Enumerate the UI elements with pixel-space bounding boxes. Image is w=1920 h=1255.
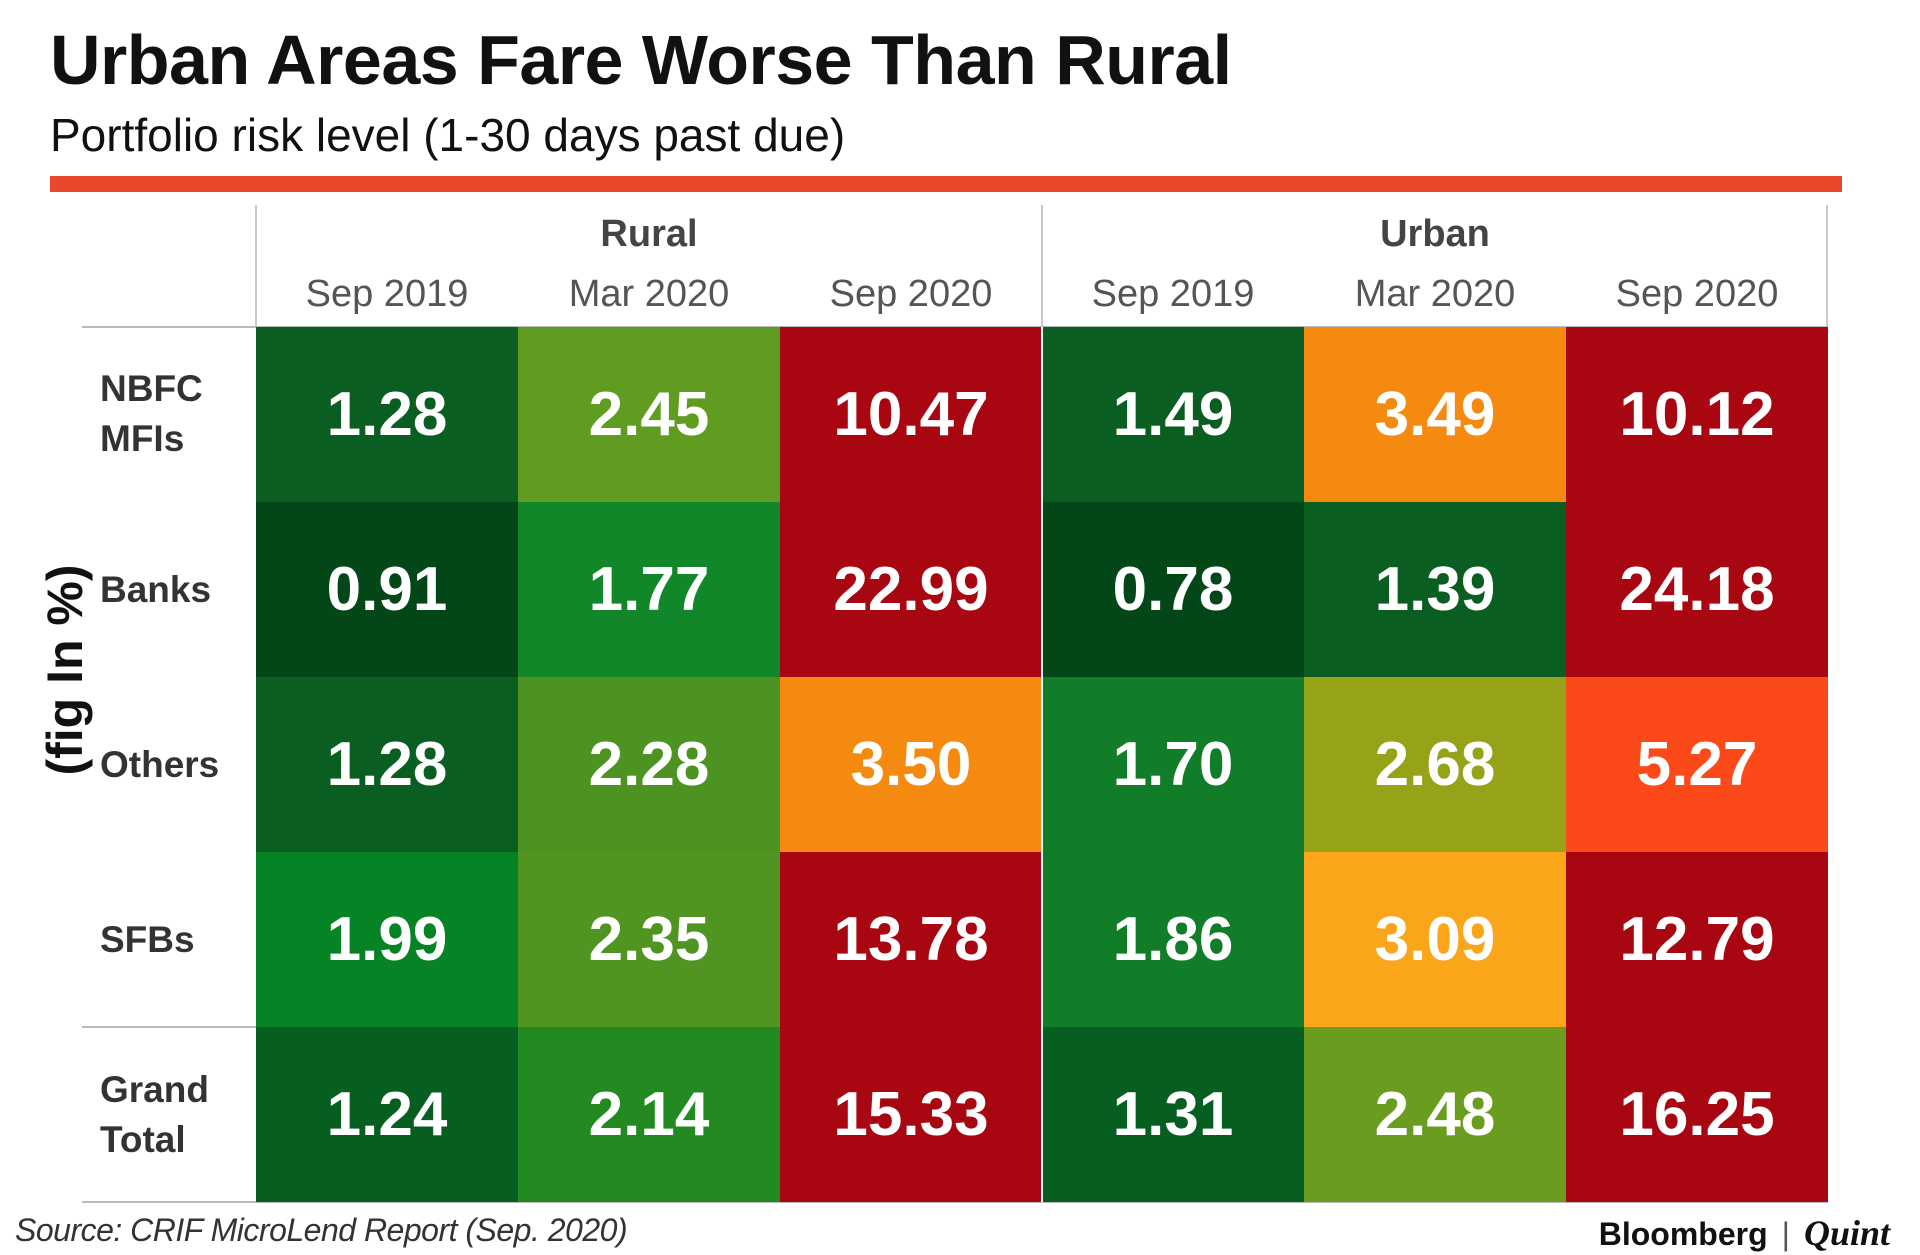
grand-total-top-rule (82, 1026, 256, 1028)
title-underline (50, 176, 1842, 192)
cell-grand-total-urban-sep-2020: 16.25 (1566, 1027, 1828, 1202)
cell-nbfc-mfis-urban-sep-2020: 10.12 (1566, 327, 1828, 502)
cell-others-rural-mar-2020: 2.28 (518, 677, 780, 852)
cell-grand-total-urban-sep-2019: 1.31 (1042, 1027, 1304, 1202)
cell-sfbs-rural-sep-2020: 13.78 (780, 852, 1042, 1027)
column-label-urban-mar-2020: Mar 2020 (1354, 273, 1516, 315)
group-label-rural: Rural (600, 213, 698, 255)
cell-nbfc-mfis-rural-sep-2020: 10.47 (780, 327, 1042, 502)
chart-title: Urban Areas Fare Worse Than Rural (50, 21, 1232, 99)
logo-separator: | (1781, 1216, 1790, 1252)
cell-grand-total-urban-mar-2020: 2.48 (1304, 1027, 1566, 1202)
header-divider-right (1826, 205, 1828, 327)
unit-axis-label: (fig In %) (37, 564, 93, 776)
cell-banks-urban-sep-2019: 0.78 (1042, 502, 1304, 677)
column-label-urban-sep-2019: Sep 2019 (1091, 273, 1255, 315)
cell-banks-rural-sep-2020: 22.99 (780, 502, 1042, 677)
cell-sfbs-rural-mar-2020: 2.35 (518, 852, 780, 1027)
cell-grand-total-rural-sep-2019: 1.24 (256, 1027, 518, 1202)
logo-suffix: Quint (1803, 1213, 1890, 1253)
header-divider-middle (1041, 205, 1043, 327)
cell-others-urban-sep-2019: 1.70 (1042, 677, 1304, 852)
source-note: Source: CRIF MicroLend Report (Sep. 2020… (15, 1212, 628, 1248)
column-label-rural-sep-2019: Sep 2019 (305, 273, 469, 315)
cell-banks-rural-mar-2020: 1.77 (518, 502, 780, 677)
cell-banks-urban-mar-2020: 1.39 (1304, 502, 1566, 677)
row-label-sfbs: SFBs (100, 919, 195, 960)
cell-banks-urban-sep-2020: 24.18 (1566, 502, 1828, 677)
cell-sfbs-rural-sep-2019: 1.99 (256, 852, 518, 1027)
row-label-banks: Banks (100, 569, 212, 610)
cell-others-urban-sep-2020: 5.27 (1566, 677, 1828, 852)
cell-grand-total-rural-sep-2020: 15.33 (780, 1027, 1042, 1202)
cell-nbfc-mfis-rural-sep-2019: 1.28 (256, 327, 518, 502)
cell-grand-total-rural-mar-2020: 2.14 (518, 1027, 780, 1202)
cell-sfbs-urban-mar-2020: 3.09 (1304, 852, 1566, 1027)
column-label-rural-mar-2020: Mar 2020 (568, 273, 730, 315)
table-bottom-rule (82, 1201, 1828, 1203)
cell-others-rural-sep-2019: 1.28 (256, 677, 518, 852)
cell-sfbs-urban-sep-2019: 1.86 (1042, 852, 1304, 1027)
heatmap-grid: 1.28 2.45 10.47 1.49 3.49 10.12 0.91 1.77 22.99 0… (256, 327, 1828, 1202)
row-label-others: Others (100, 744, 220, 785)
header-divider-left (255, 205, 257, 327)
brand-logo: Bloomberg | Quint (1599, 1212, 1890, 1254)
cell-banks-rural-sep-2019: 0.91 (256, 502, 518, 677)
cell-nbfc-mfis-rural-mar-2020: 2.45 (518, 327, 780, 502)
column-label-urban-sep-2020: Sep 2020 (1615, 273, 1779, 315)
group-label-urban: Urban (1380, 213, 1490, 255)
row-label-grand-total: Grand Total (100, 1069, 209, 1160)
group-divider (1041, 327, 1043, 1202)
row-label-nbfc-mfis: NBFC MFIs (100, 368, 203, 459)
cell-nbfc-mfis-urban-mar-2020: 3.49 (1304, 327, 1566, 502)
cell-nbfc-mfis-urban-sep-2019: 1.49 (1042, 327, 1304, 502)
cell-sfbs-urban-sep-2020: 12.79 (1566, 852, 1828, 1027)
cell-others-rural-sep-2020: 3.50 (780, 677, 1042, 852)
cell-others-urban-mar-2020: 2.68 (1304, 677, 1566, 852)
column-label-rural-sep-2020: Sep 2020 (829, 273, 993, 315)
chart-subtitle: Portfolio risk level (1-30 days past due… (50, 109, 846, 161)
logo-brand: Bloomberg (1598, 1216, 1768, 1252)
